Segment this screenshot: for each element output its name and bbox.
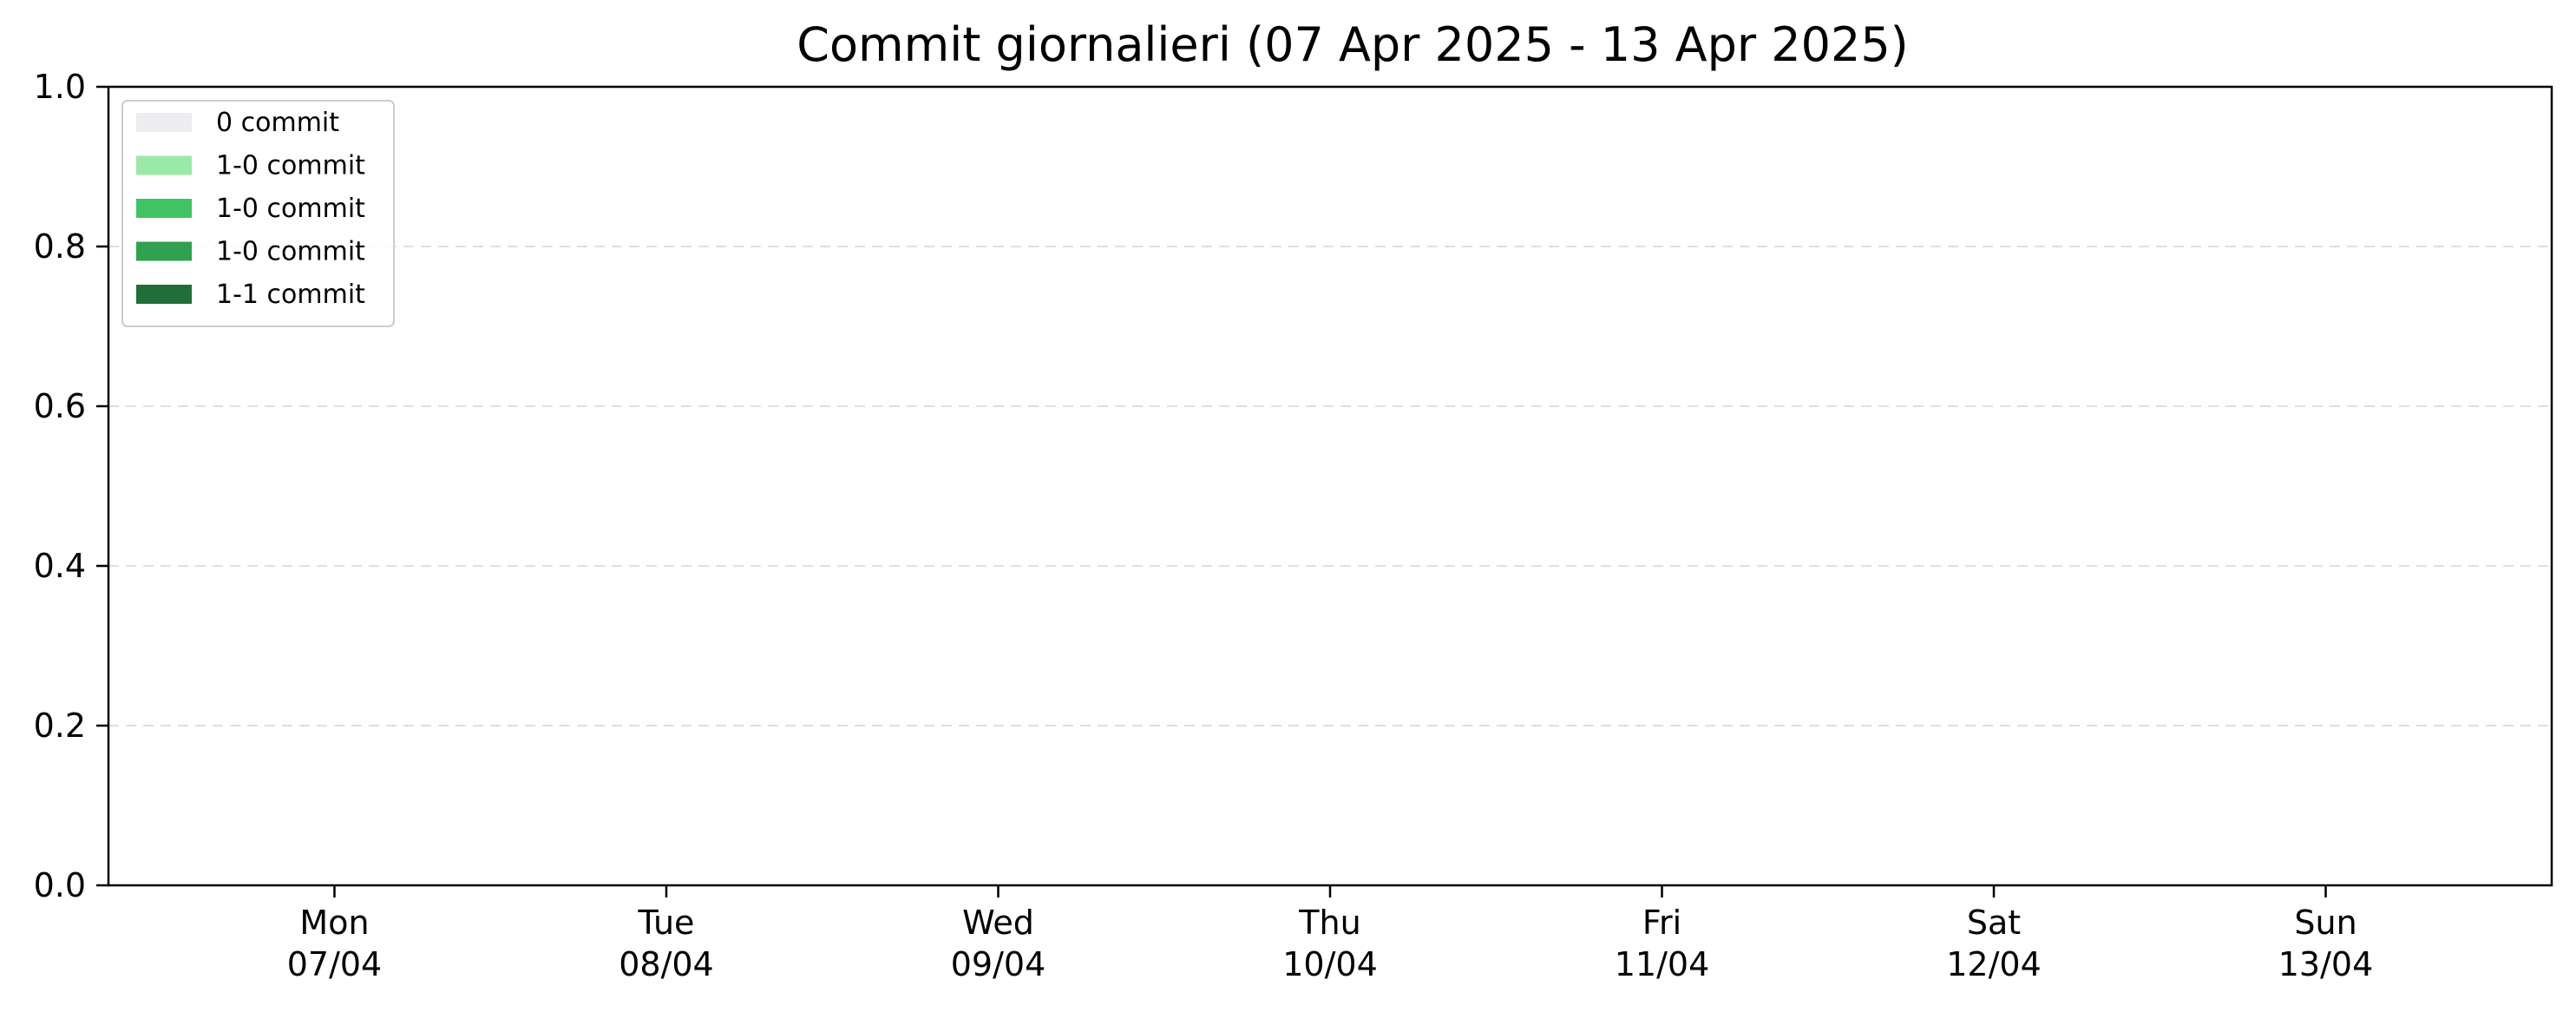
legend-label: 1-0 commit (216, 151, 365, 181)
legend-label: 0 commit (216, 108, 339, 138)
x-tick-date-label: 11/04 (1615, 945, 1710, 983)
y-axis: 0.0 0.2 0.4 0.6 0.8 1.0 (34, 68, 108, 904)
legend-swatch (136, 285, 192, 304)
x-tick-date-label: 12/04 (1946, 945, 2042, 983)
legend-swatch (136, 199, 192, 218)
y-tick-label: 0.4 (34, 547, 86, 585)
grid-layer (108, 246, 2552, 726)
legend-label: 1-0 commit (216, 194, 365, 224)
legend-label: 1-0 commit (216, 237, 365, 267)
x-tick-date-label: 13/04 (2278, 945, 2374, 983)
chart-title: Commit giornalieri (07 Apr 2025 - 13 Apr… (796, 17, 1909, 72)
x-tick-day-label: Sun (2294, 904, 2356, 942)
x-tick-day-label: Fri (1642, 904, 1681, 942)
plot-frame (107, 85, 2553, 887)
x-tick-day-label: Wed (962, 904, 1034, 942)
y-tick-label: 0.8 (34, 227, 86, 266)
legend-swatch (136, 113, 192, 132)
x-tick-day-label: Mon (299, 904, 369, 942)
legend: 0 commit 1-0 commit 1-0 commit 1-0 commit 1-… (121, 100, 395, 327)
y-tick-label: 0.0 (34, 866, 86, 904)
y-tick-label: 0.6 (34, 387, 86, 425)
y-tick-label: 1.0 (34, 68, 86, 106)
x-tick-day-label: Thu (1298, 904, 1360, 942)
legend-swatch (136, 241, 192, 261)
x-tick-date-label: 09/04 (951, 945, 1046, 983)
y-tick-label: 0.2 (34, 707, 86, 745)
x-tick-date-label: 10/04 (1282, 945, 1378, 983)
x-tick-day-label: Sat (1967, 904, 2021, 942)
x-tick-day-label: Tue (638, 904, 695, 942)
legend-swatch (136, 155, 192, 175)
x-tick-date-label: 07/04 (287, 945, 383, 983)
x-tick-date-label: 08/04 (619, 945, 714, 983)
legend-label: 1-1 commit (216, 279, 365, 310)
